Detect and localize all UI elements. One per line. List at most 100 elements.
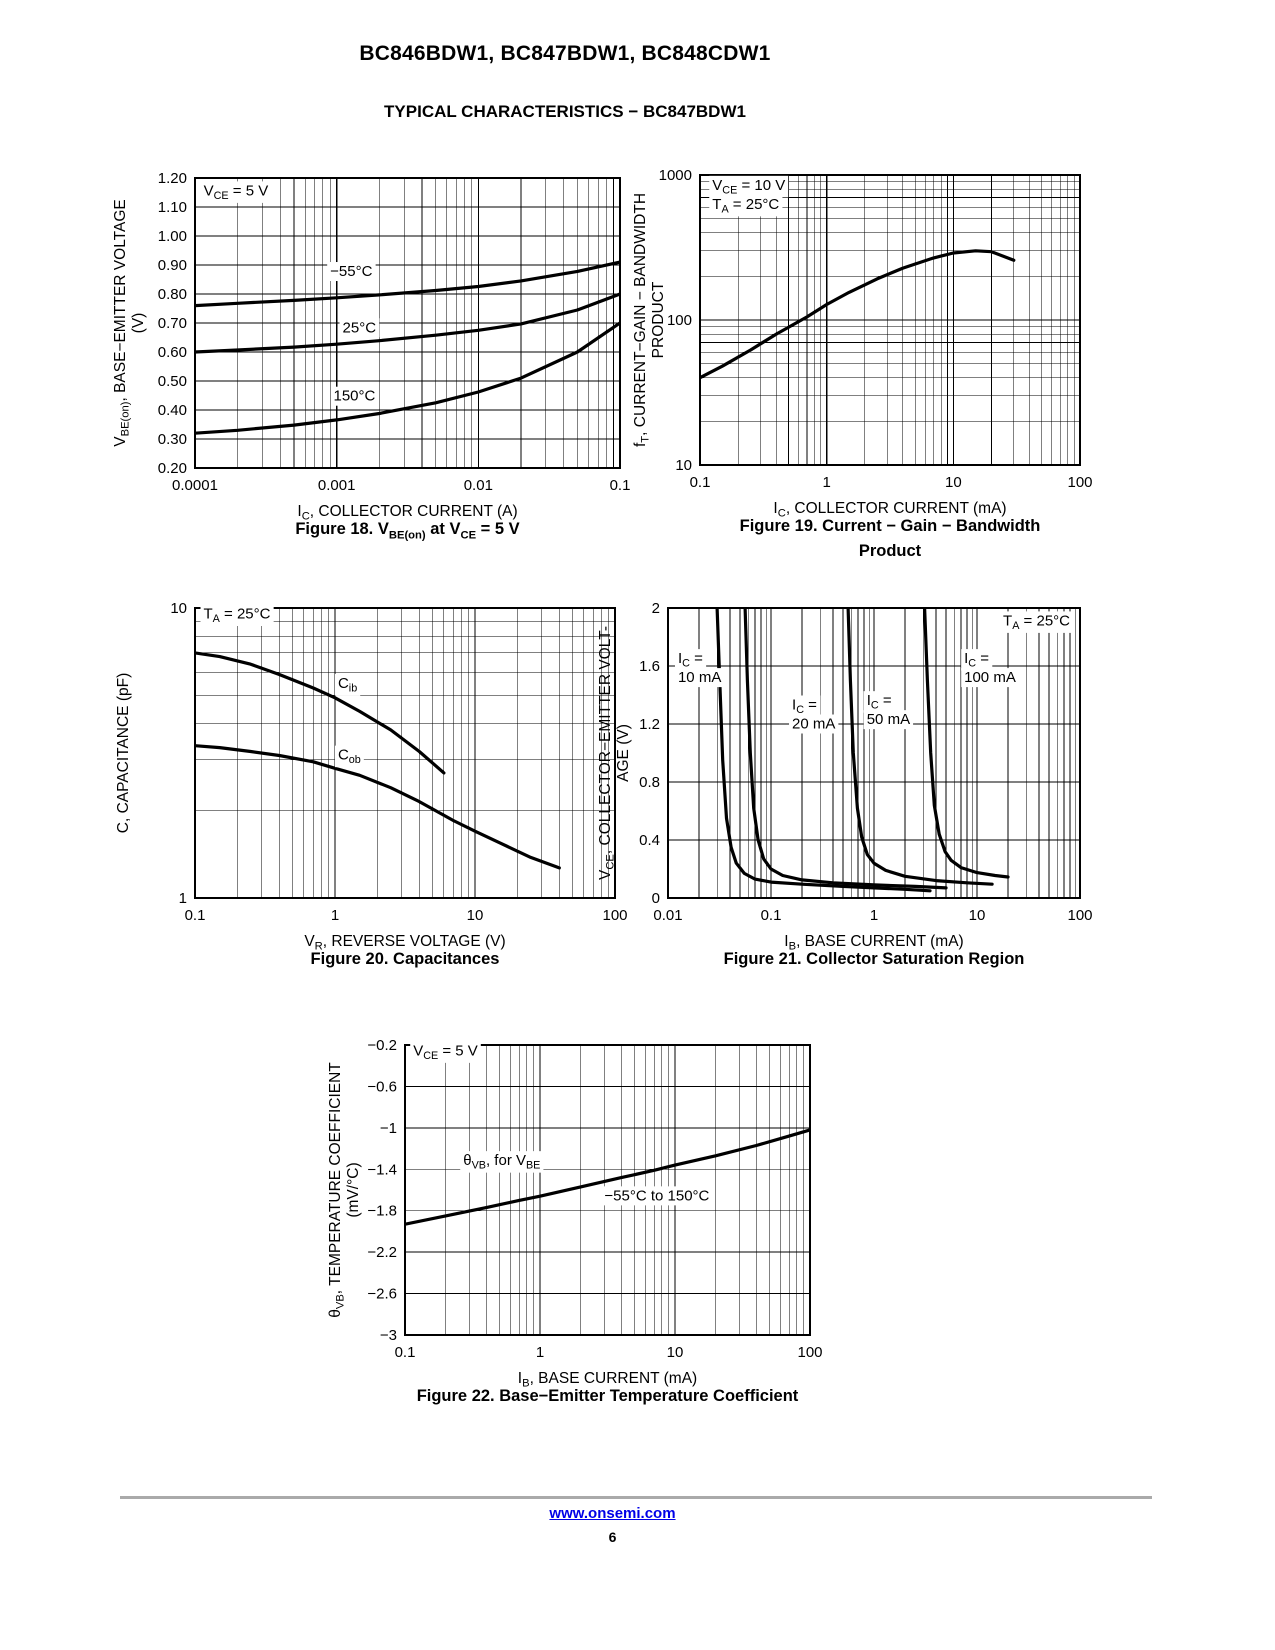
chart-text: TA = 25°C <box>712 196 779 216</box>
chart-text: 0.1 <box>395 1344 416 1361</box>
label-background <box>674 649 707 671</box>
label-background <box>709 194 783 217</box>
chart-text: TA = 25°C <box>1003 612 1070 632</box>
chart-text: −0.6 <box>367 1078 397 1095</box>
chart-text: fT, CURRENT−GAIN − BANDWIDTH <box>632 193 652 447</box>
chart-text: 0.001 <box>318 477 356 494</box>
chart-text: 1.20 <box>158 170 187 187</box>
chart-text: VCE = 10 V <box>712 177 785 197</box>
chart-text: 0 <box>652 890 660 907</box>
chart-text: −1 <box>380 1120 397 1137</box>
chart-text: −1.8 <box>367 1203 397 1220</box>
label-background <box>961 649 993 671</box>
axis-labels: 0.01 0.1 1 10 100 0 0.4 0.8 1.2 1.6 2 IB, BASE CURR… <box>597 600 1093 953</box>
series-curve <box>195 651 446 775</box>
annotations: VCE = 10 VTA = 25°C <box>709 175 789 217</box>
label-background <box>789 714 839 734</box>
chart-text: −3 <box>380 1327 397 1344</box>
page-number: 6 <box>608 1529 617 1545</box>
chart-text: 1.2 <box>639 716 660 733</box>
chart-text: −2.6 <box>367 1286 397 1303</box>
chart-text: 1 <box>870 907 878 924</box>
chart-text: −1.4 <box>367 1161 397 1178</box>
page-title: BC846BDW1, BC847BDW1, BC848CDW1 <box>359 42 771 65</box>
plot-frame <box>404 1044 811 1336</box>
chart-text: 1.00 <box>158 228 187 245</box>
chart-text: 10 <box>969 907 986 924</box>
plot-frame <box>699 174 1081 466</box>
figure-22-caption: Figure 22. Base−Emitter Temperature Coef… <box>416 1387 799 1405</box>
annotations: VCE = 5 V −55°C 25°C 150°C <box>200 181 380 406</box>
chart-text: 0.1 <box>610 477 631 494</box>
series-curve <box>923 608 1010 879</box>
chart-text: 100 <box>602 907 627 924</box>
chart-text: 1 <box>536 1344 544 1361</box>
chart-text: IC = <box>678 650 703 670</box>
figure-19-caption: Figure 19. Current − Gain − Bandwidth Pro… <box>739 517 1041 560</box>
chart-text: −55°C <box>330 263 372 280</box>
label-background <box>863 710 914 730</box>
chart-text: 0.8 <box>639 774 660 791</box>
chart-text: 1 <box>822 474 830 491</box>
grid-lines <box>700 175 1080 465</box>
grid-lines <box>668 608 1080 898</box>
label-background <box>709 175 789 198</box>
chart-text: 0.40 <box>158 402 187 419</box>
grid-lines <box>195 608 615 898</box>
chart-text: 0.20 <box>158 460 187 477</box>
chart-text: (mV/°C) <box>345 1162 362 1217</box>
chart-text: 25°C <box>343 319 377 336</box>
chart-text: VCE = 5 V <box>204 182 269 202</box>
label-background <box>410 1041 481 1063</box>
chart-text: 0.1 <box>185 907 206 924</box>
chart-text: 100 <box>1067 907 1092 924</box>
figure-21-chart: 0.01 0.1 1 10 100 0 0.4 0.8 1.2 1.6 2 IB, BASE CURR… <box>597 600 1093 953</box>
label-background <box>1000 611 1074 633</box>
plot-frame <box>194 607 616 899</box>
series-curve <box>195 321 620 435</box>
chart-text: 0.0001 <box>172 477 218 494</box>
label-background <box>460 1151 544 1173</box>
series-group <box>405 1128 810 1226</box>
chart-text: 50 mA <box>867 711 910 728</box>
axis-labels: 0.1 1 10 100 10 100 1000 IC, COLLECTOR CURRENT … <box>632 167 1093 520</box>
chart-text: VCE = 5 V <box>413 1042 478 1062</box>
series-curve <box>846 608 994 886</box>
chart-text: 0.90 <box>158 257 187 274</box>
chart-text: 1000 <box>659 167 692 184</box>
label-background <box>200 181 272 203</box>
chart-text: −55°C to 150°C <box>604 1187 709 1204</box>
onsemi-link[interactable]: www.onsemi.com <box>549 1505 676 1522</box>
chart-text: −2.2 <box>367 1244 397 1261</box>
chart-text: 1 <box>179 890 187 907</box>
label-background <box>334 673 361 696</box>
annotations: TA = 25°C Cib Cob <box>200 604 364 768</box>
label-background <box>339 318 380 338</box>
label-background <box>327 262 376 282</box>
chart-text: θVB, TEMPERATURE COEFFICIENT <box>327 1062 347 1318</box>
chart-text: C, CAPACITANCE (pF) <box>115 673 132 833</box>
chart-text: IC = <box>867 692 892 712</box>
series-group <box>715 608 1010 893</box>
figure-21-caption: Figure 21. Collector Saturation Region <box>723 950 1025 968</box>
chart-text: 0.50 <box>158 373 187 390</box>
figure-20: 0.1 1 10 100 1 10 VR, REVERSE VOLTAGE (V) C, CA… <box>105 595 635 1005</box>
series-curve <box>743 608 948 890</box>
figure-22: 0.1 1 10 100 −0.2 −0.6 −1 −1.4 −1.8 −2.2 −2.6 −3 IB,… <box>315 1032 860 1442</box>
chart-text: 100 mA <box>964 669 1016 686</box>
chart-text: 0.01 <box>464 477 493 494</box>
chart-text: 20 mA <box>792 716 835 733</box>
chart-text: 10 <box>945 474 962 491</box>
chart-text: 10 <box>467 907 484 924</box>
figure-22-chart: 0.1 1 10 100 −0.2 −0.6 −1 −1.4 −1.8 −2.2 −2.6 −3 IB,… <box>327 1037 823 1390</box>
chart-text: IB, BASE CURRENT (mA) <box>784 933 963 953</box>
footer-divider <box>120 1496 1152 1499</box>
figure-19: 0.1 1 10 100 10 100 1000 IC, COLLECTOR CURRENT … <box>615 162 1135 592</box>
series-curve <box>700 249 1016 380</box>
label-background <box>330 386 379 406</box>
label-background <box>674 668 725 688</box>
chart-text: 0.70 <box>158 315 187 332</box>
